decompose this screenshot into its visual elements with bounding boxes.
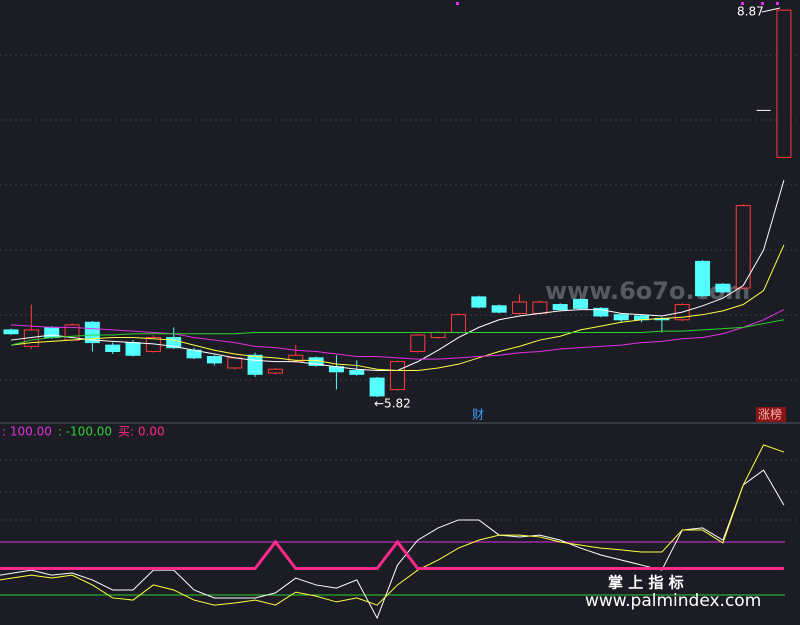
moving-average	[10, 309, 785, 360]
candle-body	[776, 9, 792, 158]
candle-body	[3, 329, 19, 335]
candle-body	[227, 357, 243, 369]
watermark: www.palmindex.com	[585, 591, 761, 611]
legend-entry: : -100.00	[58, 425, 112, 439]
tag-background	[756, 407, 786, 422]
candle-body	[552, 304, 568, 311]
candle-body	[105, 344, 121, 352]
indicator-line	[0, 444, 785, 606]
candle-body	[389, 361, 405, 391]
indicator-line	[0, 539, 784, 571]
candle-body	[84, 321, 100, 344]
candle-body	[450, 314, 466, 333]
candle-body	[532, 301, 548, 314]
moving-average	[10, 244, 785, 372]
candle-body	[695, 260, 711, 297]
candle-body	[267, 368, 283, 374]
candle-body	[369, 377, 385, 397]
candle-body	[613, 314, 629, 321]
candle-body	[247, 354, 263, 375]
candle-body	[512, 301, 527, 314]
candle-body	[166, 337, 182, 349]
candle-body	[573, 298, 589, 309]
candle-body	[206, 356, 222, 364]
candle-body	[410, 334, 426, 352]
candle-body	[471, 296, 487, 308]
top-dots	[456, 2, 779, 5]
moving-average	[10, 319, 785, 346]
low-annotation: ←5.82	[374, 397, 411, 411]
candle-body	[349, 370, 365, 375]
candle-body	[715, 283, 731, 293]
high-annotation: 8.87	[737, 5, 764, 19]
candle-body	[735, 205, 751, 289]
candle-body	[593, 307, 609, 317]
legend-entry: 买: 0.00	[118, 425, 165, 439]
tag: 财	[472, 408, 484, 422]
high-arrow	[761, 7, 781, 13]
watermark: 掌 上 指 标	[608, 574, 684, 592]
candle-body	[491, 305, 507, 313]
legend-entry: : 100.00	[2, 425, 52, 439]
candle-body	[430, 331, 446, 339]
candle-body	[125, 342, 141, 356]
tag: 涨榜	[758, 407, 782, 422]
